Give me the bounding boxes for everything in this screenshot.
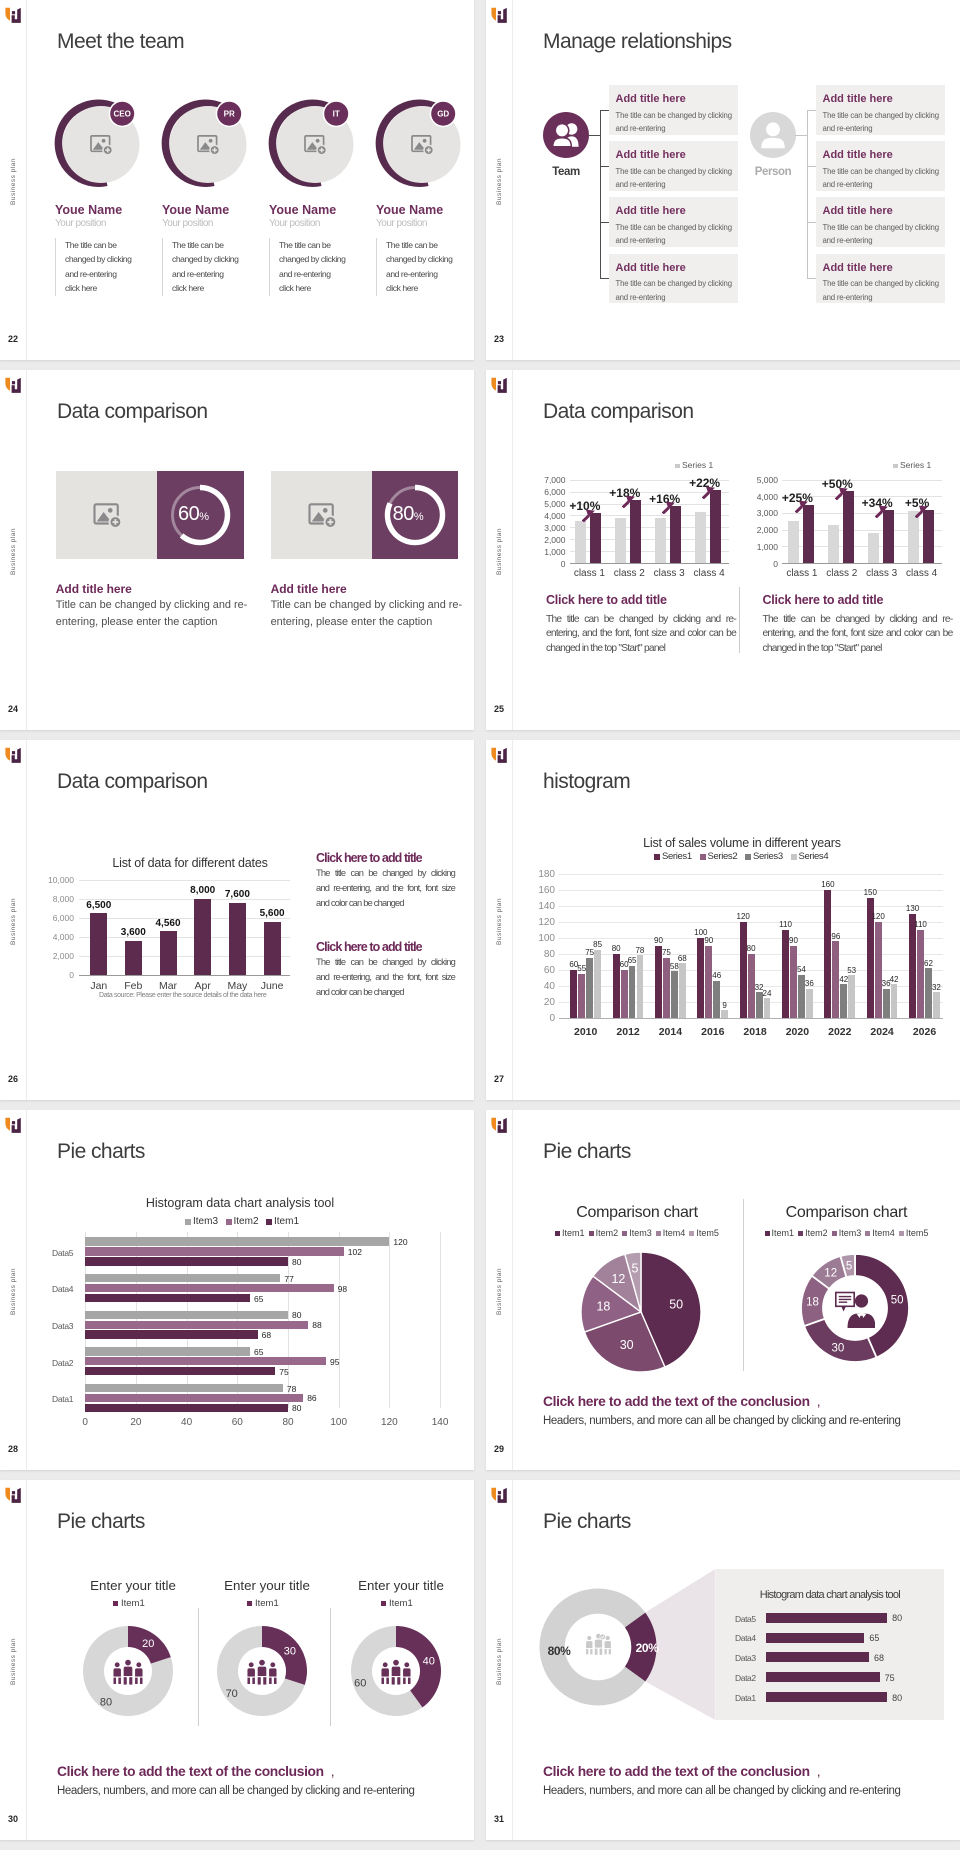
svg-text:40: 40 [423, 1655, 435, 1667]
svg-text:CEO: CEO [114, 110, 131, 119]
svg-text:60: 60 [354, 1677, 366, 1689]
svg-text:50: 50 [891, 1294, 904, 1306]
svg-text:IT: IT [333, 110, 340, 119]
svg-text:12: 12 [825, 1267, 838, 1279]
svg-text:18: 18 [596, 1299, 610, 1313]
svg-text:30: 30 [284, 1645, 296, 1657]
svg-text:30: 30 [832, 1342, 845, 1354]
svg-text:80: 80 [100, 1696, 112, 1708]
svg-text:5: 5 [846, 1260, 852, 1272]
svg-text:20: 20 [142, 1638, 154, 1650]
svg-text:30: 30 [619, 1338, 633, 1352]
svg-text:PR: PR [224, 110, 235, 119]
svg-text:5: 5 [631, 1261, 638, 1275]
svg-text:12: 12 [611, 1272, 625, 1286]
svg-text:50: 50 [669, 1297, 683, 1311]
svg-text:18: 18 [806, 1296, 819, 1308]
svg-text:70: 70 [226, 1688, 238, 1700]
svg-text:GD: GD [437, 110, 449, 119]
